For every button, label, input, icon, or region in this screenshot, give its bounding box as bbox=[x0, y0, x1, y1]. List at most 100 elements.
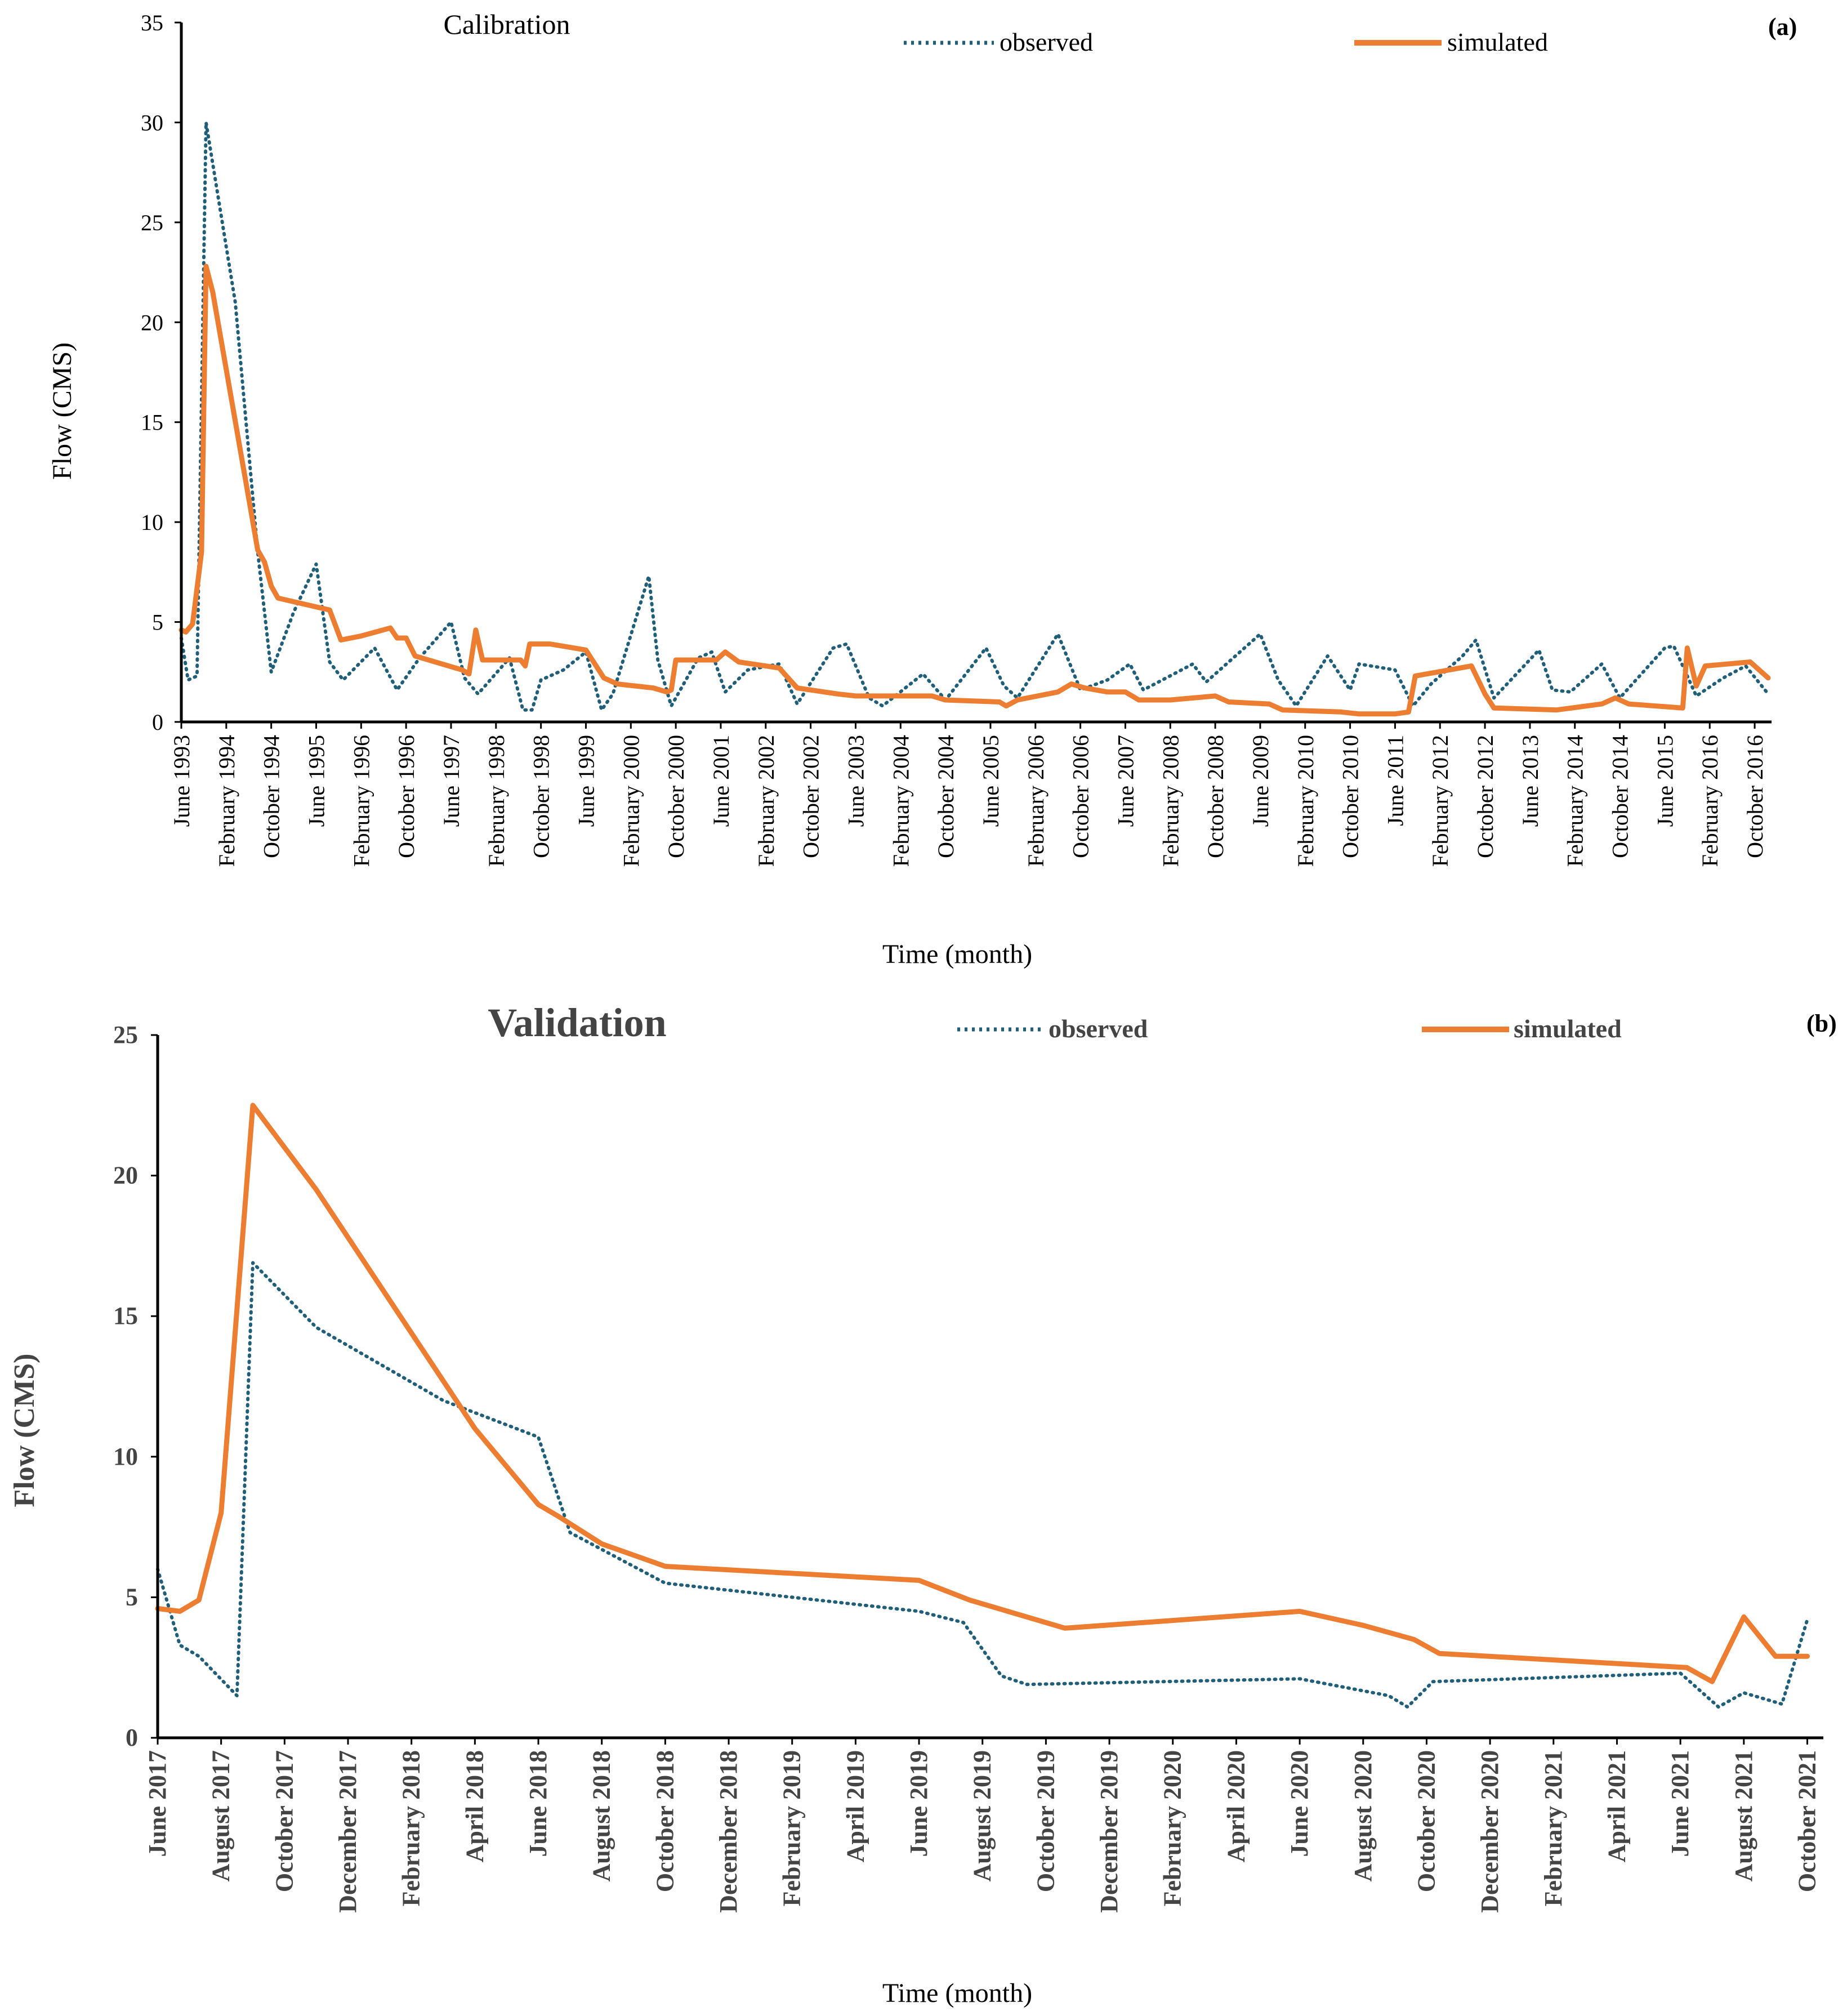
x-tick-label: October 2010 bbox=[1338, 735, 1363, 858]
x-tick-label: June 2019 bbox=[905, 1750, 933, 1857]
x-tick-label: June 1999 bbox=[573, 735, 599, 827]
x-tick-label: October 2017 bbox=[270, 1750, 298, 1892]
y-tick-label: 0 bbox=[126, 1724, 138, 1751]
x-tick-label: February 2018 bbox=[398, 1750, 425, 1906]
x-tick-label: October 2004 bbox=[933, 735, 958, 858]
calibration-axes bbox=[180, 23, 1772, 724]
x-tick-label: June 2020 bbox=[1286, 1750, 1313, 1857]
calibration-y-ticks: 0 5 10 15 20 25 30 35 bbox=[141, 10, 181, 735]
validation-chart: Validation observed simulated (b) Flow (… bbox=[8, 1000, 1837, 2008]
calibration-title: Calibration bbox=[444, 8, 570, 40]
x-tick-label: October 2002 bbox=[798, 735, 824, 858]
x-tick-label: June 2007 bbox=[1113, 735, 1138, 827]
x-tick-label: February 2004 bbox=[888, 735, 913, 867]
x-tick-label: June 2003 bbox=[843, 735, 868, 827]
y-tick-label: 30 bbox=[141, 110, 163, 135]
y-tick-label: 10 bbox=[113, 1443, 138, 1470]
x-tick-label: October 1998 bbox=[529, 735, 554, 858]
x-tick-label: October 2019 bbox=[1032, 1750, 1059, 1892]
y-tick-label: 0 bbox=[152, 710, 163, 735]
y-tick-label: 5 bbox=[152, 610, 163, 635]
x-tick-label: February 2000 bbox=[618, 735, 644, 867]
x-tick-label: June 2018 bbox=[524, 1750, 552, 1857]
y-tick-label: 35 bbox=[141, 10, 163, 35]
x-tick-label: October 2018 bbox=[651, 1750, 679, 1892]
validation-x-ticks: June 2017 August 2017 October 2017 December… bbox=[144, 1738, 1821, 1913]
x-tick-label: August 2017 bbox=[207, 1750, 235, 1882]
x-tick-label: October 2000 bbox=[663, 735, 689, 858]
x-tick-label: February 2016 bbox=[1697, 735, 1723, 867]
x-tick-label: June 1997 bbox=[439, 735, 464, 827]
x-tick-label: June 2001 bbox=[708, 735, 734, 827]
x-tick-label: June 1993 bbox=[169, 735, 194, 827]
y-tick-label: 25 bbox=[141, 210, 163, 235]
x-tick-label: April 2020 bbox=[1222, 1750, 1250, 1862]
validation-x-axis-label: Time (month) bbox=[882, 1978, 1032, 2008]
x-tick-label: February 2012 bbox=[1427, 735, 1453, 867]
x-tick-label: February 2006 bbox=[1023, 735, 1049, 867]
x-tick-label: October 2008 bbox=[1203, 735, 1228, 858]
x-tick-label: June 2011 bbox=[1382, 735, 1408, 826]
x-tick-label: August 2019 bbox=[969, 1750, 996, 1882]
validation-title: Validation bbox=[488, 1000, 666, 1045]
x-tick-label: August 2021 bbox=[1730, 1750, 1757, 1882]
x-tick-label: April 2018 bbox=[461, 1750, 488, 1862]
x-tick-label: February 1994 bbox=[214, 735, 239, 867]
x-tick-label: June 2015 bbox=[1652, 735, 1678, 827]
x-tick-label: February 2014 bbox=[1563, 735, 1588, 867]
x-tick-label: June 2005 bbox=[978, 735, 1003, 827]
x-tick-label: April 2021 bbox=[1603, 1750, 1630, 1862]
x-tick-label: December 2018 bbox=[715, 1750, 742, 1913]
y-tick-label: 20 bbox=[113, 1162, 138, 1189]
x-tick-label: February 2019 bbox=[778, 1750, 806, 1906]
series-observed-line bbox=[180, 121, 1770, 712]
validation-y-ticks: 0 5 10 15 20 25 bbox=[113, 1021, 158, 1751]
x-tick-label: February 1996 bbox=[349, 735, 374, 867]
validation-y-axis-label: Flow (CMS) bbox=[8, 1354, 41, 1507]
legend-observed-label: observed bbox=[1049, 1014, 1148, 1043]
validation-axes bbox=[156, 1035, 1823, 1740]
x-tick-label: June 2021 bbox=[1666, 1750, 1694, 1857]
series-simulated-line bbox=[179, 264, 1771, 717]
x-tick-label: August 2018 bbox=[588, 1750, 615, 1882]
y-tick-label: 10 bbox=[141, 510, 163, 535]
calibration-y-axis-label: Flow (CMS) bbox=[47, 342, 77, 480]
y-tick-label: 5 bbox=[126, 1583, 138, 1611]
x-tick-label: October 2006 bbox=[1068, 735, 1094, 858]
x-tick-label: October 2021 bbox=[1793, 1750, 1821, 1892]
x-tick-label: October 2012 bbox=[1473, 735, 1498, 858]
x-tick-label: February 1998 bbox=[484, 735, 509, 867]
y-tick-label: 25 bbox=[113, 1021, 138, 1049]
x-tick-label: October 1994 bbox=[259, 735, 284, 858]
legend-observed-label: observed bbox=[1000, 28, 1093, 56]
y-tick-label: 15 bbox=[141, 410, 163, 435]
x-tick-label: February 2002 bbox=[753, 735, 779, 867]
x-tick-label: June 2013 bbox=[1518, 735, 1543, 827]
calibration-x-axis-label: Time (month) bbox=[882, 939, 1032, 969]
x-tick-label: October 2014 bbox=[1608, 735, 1633, 858]
legend-simulated-label: simulated bbox=[1447, 28, 1548, 56]
y-tick-label: 15 bbox=[113, 1302, 138, 1330]
x-tick-label: April 2019 bbox=[841, 1750, 869, 1862]
legend-simulated-label: simulated bbox=[1514, 1014, 1622, 1043]
x-tick-label: February 2020 bbox=[1159, 1750, 1186, 1906]
x-tick-label: June 1995 bbox=[304, 735, 329, 827]
series-observed-line bbox=[156, 1261, 1809, 1709]
x-tick-label: February 2010 bbox=[1293, 735, 1318, 867]
x-tick-label: December 2017 bbox=[334, 1750, 362, 1913]
validation-series bbox=[155, 1103, 1810, 1709]
x-tick-label: October 2016 bbox=[1742, 735, 1768, 858]
x-tick-label: June 2017 bbox=[144, 1750, 171, 1857]
calibration-series bbox=[179, 121, 1771, 717]
x-tick-label: October 2020 bbox=[1412, 1750, 1440, 1892]
calibration-x-ticks: June 1993 February 1994 October 1994 June 1… bbox=[169, 722, 1768, 867]
x-tick-label: December 2020 bbox=[1476, 1750, 1504, 1913]
x-tick-label: February 2021 bbox=[1540, 1750, 1567, 1906]
x-tick-label: August 2020 bbox=[1349, 1750, 1377, 1882]
series-simulated-line bbox=[155, 1103, 1810, 1684]
calibration-chart: Calibration observed simulated (a) Flow … bbox=[47, 8, 1797, 969]
x-tick-label: February 2008 bbox=[1158, 735, 1183, 867]
x-tick-label: June 2009 bbox=[1248, 735, 1273, 827]
panel-a-label: (a) bbox=[1768, 13, 1797, 41]
